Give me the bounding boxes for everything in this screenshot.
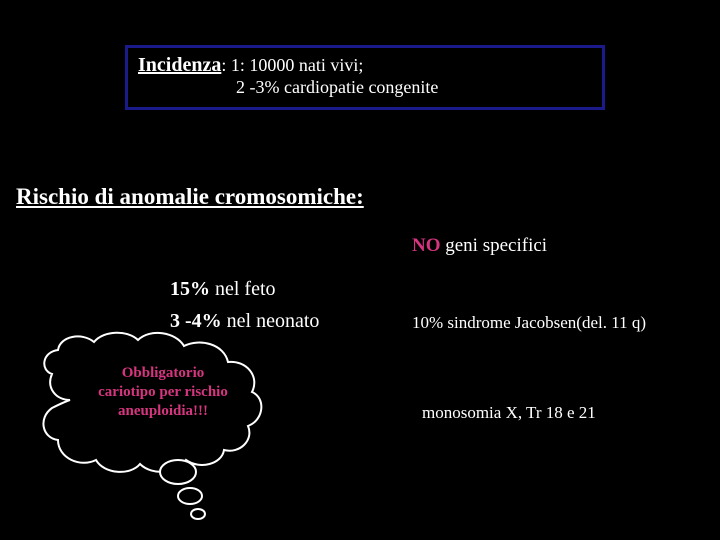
monosomy-text: monosomia X, Tr 18 e 21 [422, 403, 596, 423]
incidence-label: Incidenza [138, 54, 221, 76]
incidence-line1: Incidenza: 1: 10000 nati vivi; [138, 54, 592, 77]
cloud-line1: Obbligatorio [122, 365, 205, 381]
no-genes-text: NO geni specifici [412, 235, 547, 257]
incidence-box: Incidenza: 1: 10000 nati vivi; 2 -3% car… [125, 45, 605, 110]
no-genes-rest: geni specifici [441, 235, 548, 256]
cloud-text: Obbligatorio cariotipo per rischio aneup… [78, 364, 248, 420]
percent-neonato-value: 3 -4% [170, 310, 222, 332]
percent-feto-label: nel feto [210, 278, 276, 300]
percent-feto-value: 15% [170, 278, 210, 300]
incidence-line2: 2 -3% cardiopatie congenite [236, 77, 592, 98]
cloud-icon [28, 330, 288, 520]
jacobsen-text: 10% sindrome Jacobsen(del. 11 q) [412, 313, 646, 333]
cloud-line2: cariotipo per rischio [98, 384, 228, 400]
risk-heading: Rischio di anomalie cromosomiche: [16, 184, 364, 210]
percent-neonato-label: nel neonato [222, 310, 320, 332]
cloud-line3: aneuploidia!!! [118, 403, 208, 419]
thought-cloud: Obbligatorio cariotipo per rischio aneup… [28, 330, 288, 510]
percent-feto: 15% nel feto [170, 278, 276, 301]
incidence-text1: : 1: 10000 nati vivi; [221, 55, 363, 75]
no-word: NO [412, 235, 441, 256]
